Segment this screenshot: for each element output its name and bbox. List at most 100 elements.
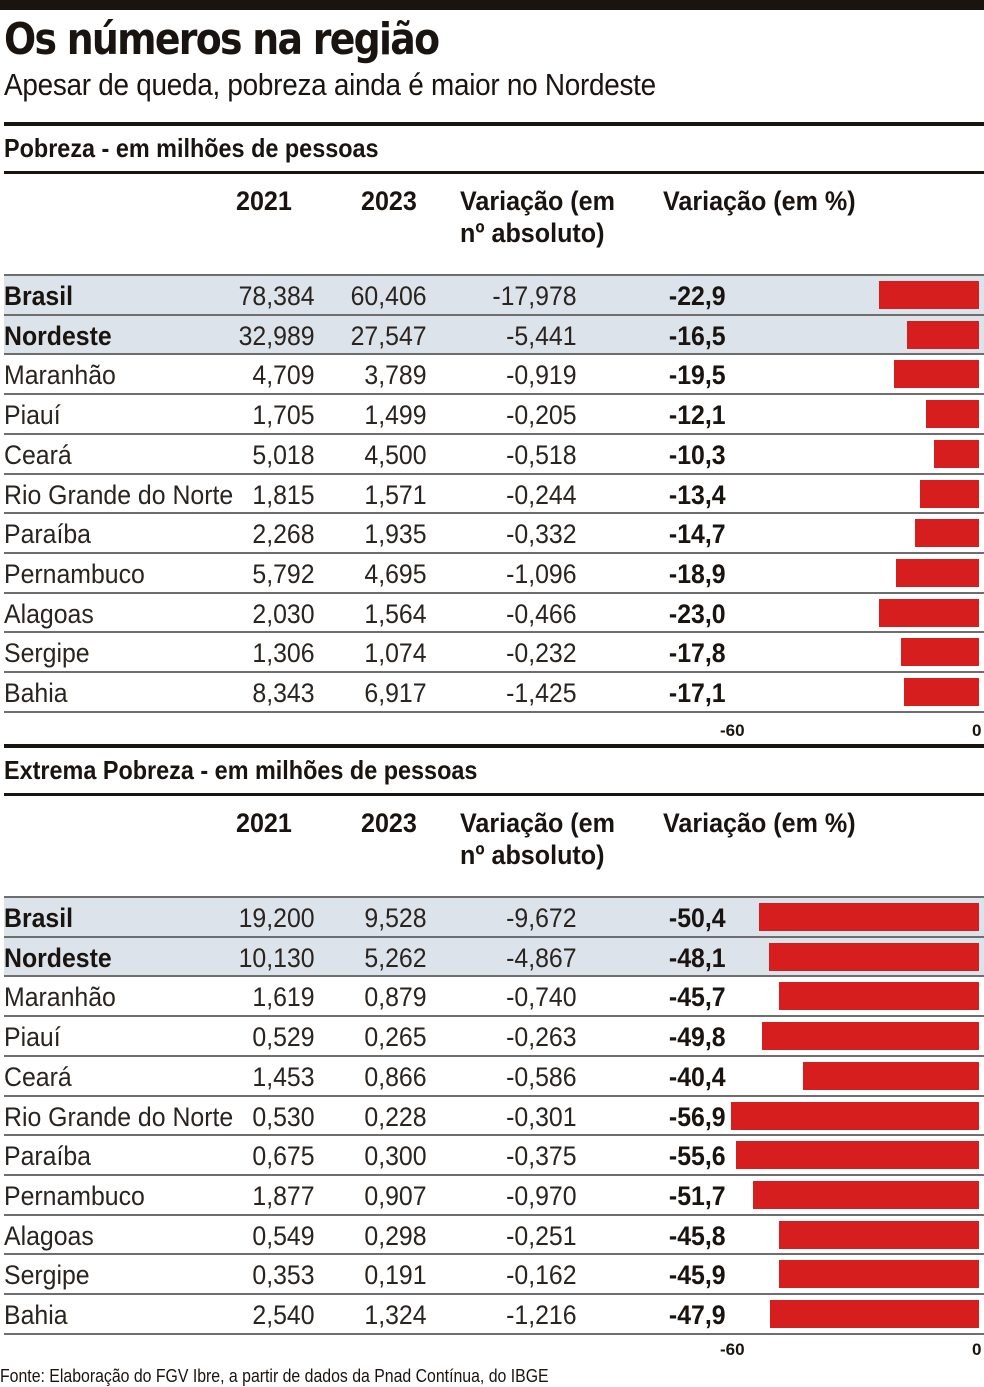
cell-2023: 0,228 <box>364 1101 427 1132</box>
cell-variation-abs: -0,586 <box>506 1061 577 1092</box>
row-name: Paraíba <box>4 1141 92 1172</box>
table-row: Sergipe 1,306 1,074 -0,232 -17,8 <box>4 631 984 671</box>
col-header-pct: Variação (em %) <box>663 186 856 216</box>
col-header-2023: 2023 <box>361 808 417 838</box>
cell-variation-abs: -0,740 <box>506 982 577 1013</box>
cell-2023: 60,406 <box>351 281 427 311</box>
bar-variation-pct <box>778 1260 979 1289</box>
row-name: Bahia <box>4 678 68 708</box>
top-rule <box>0 0 984 10</box>
page-subtitle: Apesar de queda, pobreza ainda é maior n… <box>4 67 656 102</box>
cell-variation-pct: -56,9 <box>669 1101 726 1132</box>
bar-variation-pct <box>896 558 979 587</box>
cell-variation-pct: -49,8 <box>669 1022 726 1053</box>
row-name: Ceará <box>4 439 72 470</box>
bar-variation-pct <box>753 1180 979 1209</box>
cell-2023: 3,789 <box>364 360 427 391</box>
axis-tick-min: -60 <box>720 1340 745 1359</box>
axis-tick-zero: 0 <box>972 1340 982 1359</box>
cell-2023: 1,324 <box>364 1300 427 1330</box>
cell-2023: 27,547 <box>351 320 427 351</box>
table-bottom-rule <box>4 710 984 713</box>
cell-2021: 1,453 <box>252 1061 315 1092</box>
cell-2023: 0,191 <box>364 1260 427 1291</box>
cell-2021: 0,529 <box>252 1022 315 1053</box>
row-name: Pernambuco <box>4 558 145 589</box>
cell-variation-abs: -0,970 <box>506 1180 577 1211</box>
cell-2021: 5,792 <box>252 558 315 589</box>
cell-2021: 32,989 <box>239 320 315 351</box>
table-row: Bahia 8,343 6,917 -1,425 -17,1 <box>4 671 984 711</box>
cell-2021: 0,675 <box>252 1141 315 1172</box>
col-header-2023: 2023 <box>361 186 417 216</box>
bar-variation-pct <box>878 598 979 627</box>
cell-2023: 0,300 <box>364 1141 427 1172</box>
table-row: Ceará 5,018 4,500 -0,518 -10,3 <box>4 432 984 473</box>
table-row: Paraíba 0,675 0,300 -0,375 -55,6 <box>4 1134 984 1174</box>
cell-2021: 0,353 <box>252 1260 315 1291</box>
bar-variation-pct <box>934 439 979 468</box>
cell-variation-abs: -0,263 <box>506 1022 577 1053</box>
col-header-abs-line2: nº absoluto) <box>460 218 605 248</box>
cell-2021: 2,030 <box>252 598 315 629</box>
cell-2023: 1,564 <box>364 598 427 629</box>
cell-variation-pct: -10,3 <box>669 439 726 470</box>
bar-variation-pct <box>920 479 979 508</box>
row-name: Paraíba <box>4 519 92 550</box>
cell-2021: 10,130 <box>239 942 315 973</box>
cell-2023: 0,907 <box>364 1180 427 1211</box>
row-name: Maranhão <box>4 982 116 1013</box>
cell-2021: 4,709 <box>252 360 315 391</box>
cell-2021: 5,018 <box>252 439 315 470</box>
table-row: Bahia 2,540 1,324 -1,216 -47,9 <box>4 1293 984 1333</box>
bar-variation-pct <box>893 360 979 389</box>
cell-2023: 6,917 <box>364 678 427 708</box>
table-row: Maranhão 4,709 3,789 -0,919 -19,5 <box>4 353 984 393</box>
cell-2023: 1,935 <box>364 519 427 550</box>
table-bottom-rule <box>4 1332 984 1335</box>
cell-2023: 0,298 <box>364 1220 427 1251</box>
table-row: Paraíba 2,268 1,935 -0,332 -14,7 <box>4 512 984 552</box>
cell-variation-abs: -0,162 <box>506 1260 577 1291</box>
row-name: Rio Grande do Norte <box>4 479 234 510</box>
bar-variation-pct <box>879 281 979 309</box>
bar-variation-pct <box>901 638 979 667</box>
row-name: Alagoas <box>4 1220 94 1251</box>
row-name: Sergipe <box>4 1260 90 1291</box>
table-row: Piauí 1,705 1,499 -0,205 -12,1 <box>4 393 984 433</box>
cell-variation-abs: -0,518 <box>506 439 577 470</box>
table-row: Rio Grande do Norte 1,815 1,571 -0,244 -13,4 <box>4 472 984 513</box>
bar-variation-pct <box>736 1141 979 1170</box>
cell-variation-abs: -0,232 <box>506 638 577 669</box>
section-rule <box>4 122 984 126</box>
cell-variation-pct: -12,1 <box>669 400 726 431</box>
table-row: Pernambuco 5,792 4,695 -1,096 -18,9 <box>4 551 984 592</box>
cell-variation-abs: -9,672 <box>506 903 577 933</box>
bar-variation-pct <box>769 1300 979 1328</box>
col-header-2021: 2021 <box>236 808 292 838</box>
cell-variation-pct: -14,7 <box>669 519 726 550</box>
section-rule <box>4 171 984 174</box>
cell-2023: 1,074 <box>364 638 427 669</box>
row-name: Brasil <box>4 903 74 933</box>
cell-2021: 8,343 <box>252 678 315 708</box>
cell-2023: 5,262 <box>364 942 427 973</box>
bar-variation-pct <box>779 1220 979 1249</box>
cell-variation-pct: -23,0 <box>669 598 726 629</box>
table-row: Piauí 0,529 0,265 -0,263 -49,8 <box>4 1015 984 1055</box>
cell-2023: 1,571 <box>364 479 427 510</box>
bar-variation-pct <box>758 903 979 931</box>
table-row: Nordeste 32,989 27,547 -5,441 -16,5 <box>4 313 984 354</box>
cell-2021: 2,540 <box>252 1300 315 1330</box>
cell-2023: 4,500 <box>364 439 427 470</box>
cell-variation-pct: -22,9 <box>669 281 726 311</box>
cell-variation-abs: -0,244 <box>506 479 577 510</box>
col-header-pct: Variação (em %) <box>663 808 856 838</box>
cell-variation-abs: -1,216 <box>506 1300 577 1330</box>
page-title: Os números na região <box>4 14 440 65</box>
cell-2021: 1,705 <box>252 400 315 431</box>
cell-variation-pct: -45,9 <box>669 1260 726 1291</box>
cell-variation-abs: -0,332 <box>506 519 577 550</box>
table-row: Brasil 19,200 9,528 -9,672 -50,4 <box>4 896 984 936</box>
cell-variation-abs: -5,441 <box>506 320 577 351</box>
